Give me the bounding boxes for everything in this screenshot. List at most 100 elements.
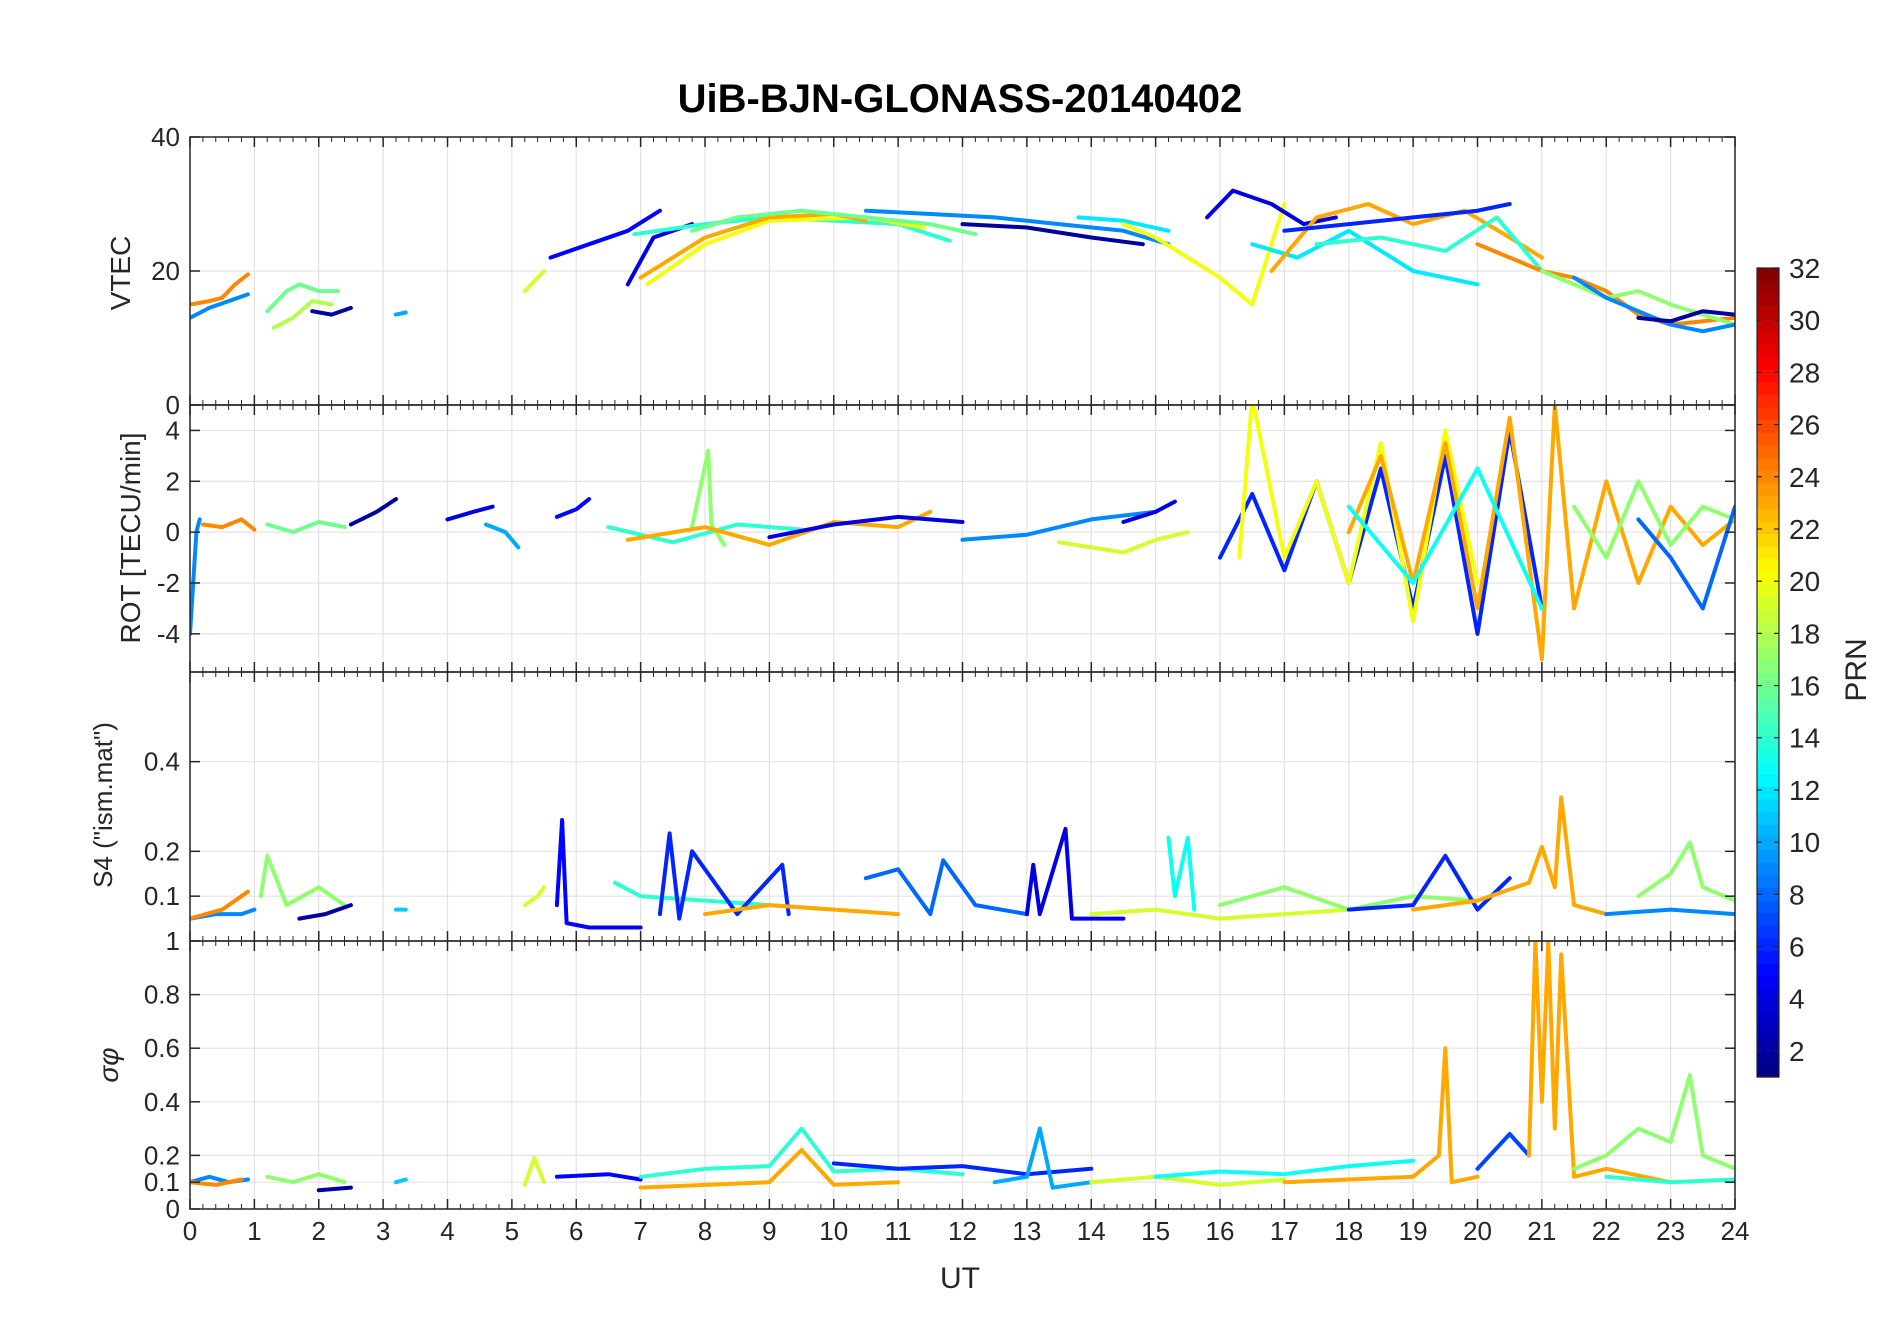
series-s4-prn23-9 — [703, 903, 901, 917]
panel-rot: ROT [TECU/min] -4 -2 0 2 4 — [115, 404, 1736, 673]
colorbar-tick-7: 16 — [1789, 671, 1820, 702]
series-rot-prn17-18 — [1572, 479, 1735, 560]
ytick-sigma_phi-3: 0.4 — [144, 1087, 180, 1117]
xtick-10: 10 — [819, 1216, 848, 1246]
panel-sigma-phi: σφ 00.10.2 0.4 0.6 0.8 1 — [93, 926, 1736, 1224]
series-rot-prn19-12 — [1057, 530, 1190, 555]
colorbar-box — [1756, 267, 1780, 1078]
ytick-s4-0: 0.1 — [144, 881, 180, 911]
series-s4-prn2-3 — [297, 903, 353, 921]
series-vtec-prn9-1 — [190, 292, 250, 320]
xtick-13: 13 — [1012, 1216, 1041, 1246]
colorbar-tick-15: 32 — [1789, 253, 1820, 284]
series-sigma_phi-prn17-16 — [1572, 1073, 1735, 1171]
xtick-14: 14 — [1077, 1216, 1106, 1246]
series-rot-prn2-3 — [348, 497, 398, 527]
ytick-s4-1: 0.2 — [144, 836, 180, 866]
series-sigma_phi-prn2-3 — [316, 1185, 353, 1193]
xtick-0: 0 — [183, 1216, 197, 1246]
series-sigma_phi-prn10-10 — [992, 1126, 1094, 1190]
series-s4-prn9-18 — [1604, 907, 1735, 917]
colorbar-tick-2: 6 — [1789, 932, 1805, 963]
series-vtec-prn19-6 — [522, 269, 547, 294]
series-s4-prn8-10 — [863, 858, 1029, 917]
series-sigma_phi-prn19-11 — [1089, 1174, 1287, 1187]
colorbar-tick-11: 24 — [1789, 462, 1820, 493]
series-s4-prn13-12 — [1166, 835, 1197, 912]
ylabel-rot: ROT [TECU/min] — [115, 432, 146, 643]
series-vtec-prn9-13 — [863, 208, 1171, 247]
xtick-11: 11 — [885, 1216, 912, 1246]
panel-vtec: VTEC 0 20 40 — [105, 122, 1736, 420]
grid-sigma_phi — [189, 940, 1736, 1210]
series-rot-prn8-19 — [1636, 504, 1735, 611]
series-s4-prn23-16 — [1411, 795, 1609, 917]
ytick-sigma_phi-1: 0.1 — [144, 1167, 180, 1197]
colorbar-tick-0: 2 — [1789, 1036, 1805, 1067]
ytick-rot-3: 2 — [166, 466, 180, 496]
xtick-3: 3 — [376, 1216, 390, 1246]
ytick-vtec-0: 0 — [166, 390, 180, 420]
xtick-22: 22 — [1592, 1216, 1621, 1246]
series-vtec-prn20-16 — [1121, 202, 1287, 307]
series-rot-prn14-7 — [606, 522, 804, 545]
ylabel-s4: S4 ("ism.mat") — [88, 722, 118, 888]
ytick-rot-2: 0 — [166, 517, 180, 547]
series-sigma_phi-prn24-1 — [190, 1177, 244, 1187]
series-vtec-prn5-7 — [548, 208, 662, 260]
series-vtec-prn14-21 — [1314, 215, 1544, 273]
series-s4-prn6-8 — [657, 831, 791, 921]
series-sigma_phi-prn23-13 — [1282, 1046, 1480, 1185]
series-vtec-prn2-4 — [310, 305, 353, 317]
series-vtec-prn2-25 — [1636, 309, 1735, 324]
series-s4-prn17-17 — [1636, 840, 1735, 903]
series-vtec-prn12-15 — [1076, 215, 1171, 233]
series-vtec-prn24-0 — [190, 272, 250, 307]
grid-vtec — [189, 136, 1736, 406]
series-s4-prn24-1 — [190, 889, 250, 921]
colorbar-tick-3: 8 — [1789, 879, 1805, 910]
series-rot-prn23-9 — [625, 509, 933, 547]
xtick-24: 24 — [1721, 1216, 1750, 1246]
xtick-18: 18 — [1334, 1216, 1363, 1246]
series-rot-prn6-14 — [1218, 428, 1544, 636]
series-sigma_phi-prn19-5 — [522, 1156, 547, 1187]
xtick-4: 4 — [440, 1216, 454, 1246]
xtick-21: 21 — [1527, 1216, 1556, 1246]
series-sigma_phi-prn13-12 — [1153, 1158, 1416, 1179]
ytick-sigma_phi-0: 0 — [166, 1194, 180, 1224]
series-vtec-prn12-18 — [1250, 228, 1480, 287]
xtick-20: 20 — [1463, 1216, 1492, 1246]
series-vtec-prn16-12 — [690, 208, 978, 237]
series-vtec-prn18-3 — [271, 299, 334, 330]
series-rot-prn4-13 — [1121, 499, 1177, 524]
colorbar-tick-13: 28 — [1789, 357, 1820, 388]
colorbar-tick-10: 22 — [1789, 514, 1820, 545]
series-rot-prn24-1 — [200, 517, 257, 532]
colorbar-tick-9: 20 — [1789, 566, 1820, 597]
panel-s4: S4 ("ism.mat") 0.1 0.2 0.4 — [88, 671, 1736, 942]
series-s4-prn5-6 — [554, 818, 643, 930]
colorbar-tick-5: 12 — [1789, 775, 1820, 806]
series-rot-prn5-6 — [554, 497, 592, 519]
series-vtec-prn16-2 — [265, 282, 341, 314]
series-sigma_phi-prn14-17 — [1604, 1174, 1735, 1185]
xtick-12: 12 — [948, 1216, 977, 1246]
series-sigma_phi-prn7-14 — [1475, 1132, 1531, 1171]
ytick-rot-4: 4 — [166, 415, 180, 445]
xtick-1: 1 — [247, 1216, 261, 1246]
xtick-6: 6 — [569, 1216, 583, 1246]
ytick-sigma_phi-6: 1 — [166, 926, 180, 956]
series-vtec-prn6-20 — [1282, 202, 1512, 233]
series-vtec-prn23-19 — [1269, 202, 1544, 273]
xtick-19: 19 — [1399, 1216, 1428, 1246]
colorbar-tick-6: 14 — [1789, 723, 1820, 754]
series-rot-prn4-10 — [767, 514, 965, 540]
series-rot-prn4-4 — [445, 504, 495, 522]
series-rot-prn16-2 — [265, 520, 347, 535]
ytick-rot-0: -4 — [157, 619, 180, 649]
series-rot-prn9-11 — [960, 509, 1158, 542]
xtick-17: 17 — [1270, 1216, 1299, 1246]
ytick-rot-1: -2 — [157, 568, 180, 598]
